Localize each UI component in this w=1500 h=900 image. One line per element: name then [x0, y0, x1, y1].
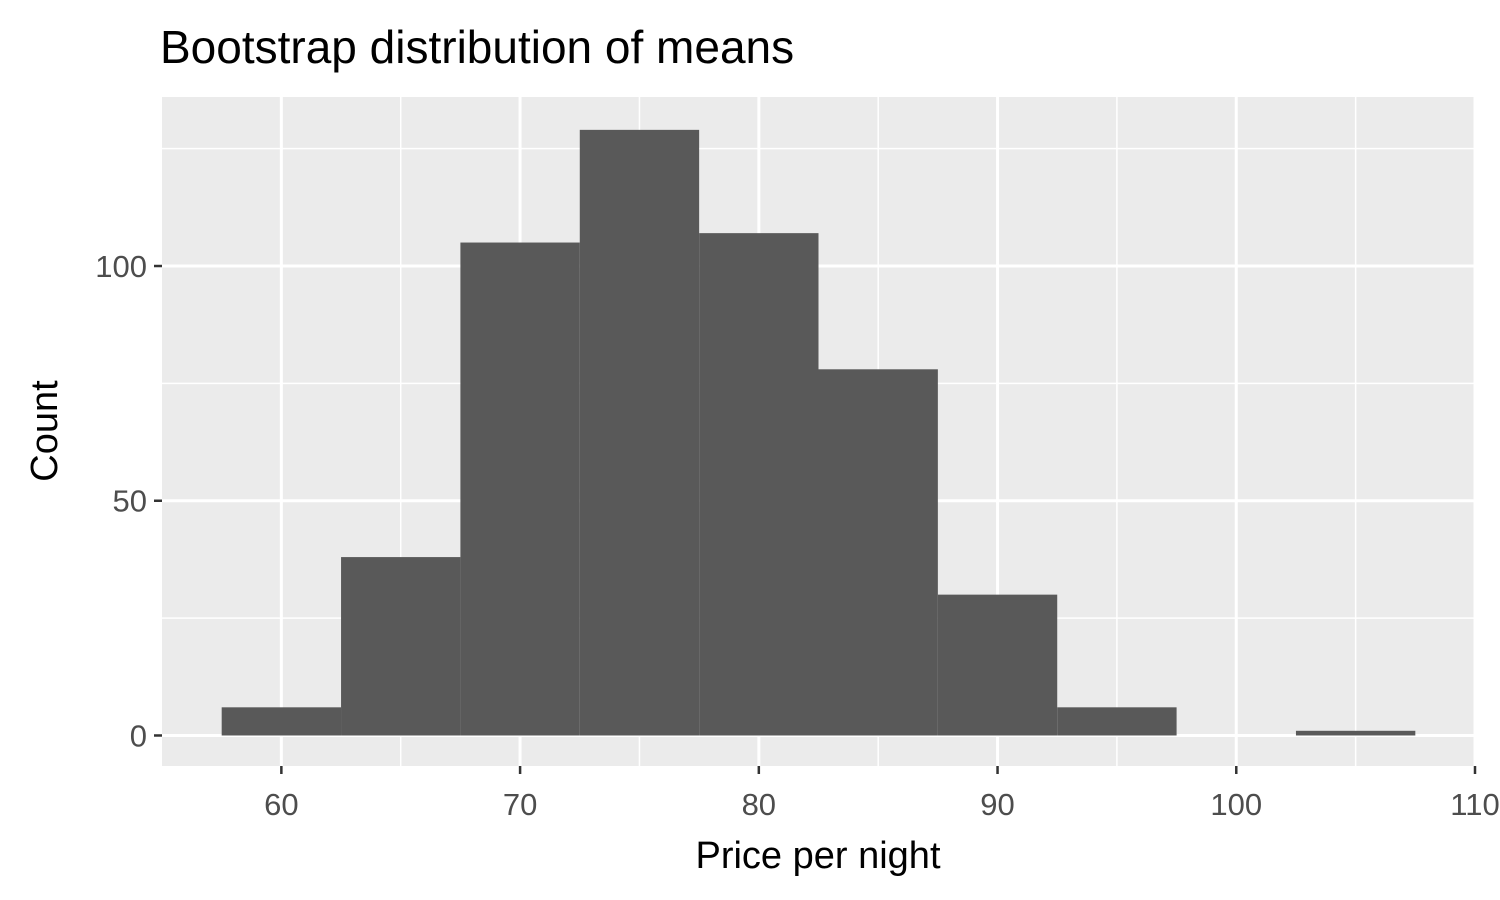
histogram-bar: [579, 129, 700, 736]
histogram-bar: [460, 242, 580, 736]
histogram-bars: [221, 129, 1416, 736]
histogram-bar: [221, 707, 342, 736]
x-tick-label: 70: [503, 787, 537, 822]
x-axis-title: Price per night: [695, 835, 940, 877]
histogram-bar: [699, 233, 819, 736]
x-tick-label: 60: [264, 787, 298, 822]
x-tick-label: 100: [1210, 787, 1262, 822]
histogram-bar: [1057, 707, 1177, 736]
x-tick-label: 90: [980, 787, 1014, 822]
x-tick-label: 110: [1450, 787, 1499, 822]
axes: 60 70 80 90 100 110 0 50 100: [95, 249, 1499, 822]
y-tick-label: 100: [95, 249, 147, 284]
histogram-bar: [341, 557, 461, 736]
histogram-bar: [818, 369, 938, 736]
x-tick-label: 80: [742, 787, 776, 822]
chart-title: Bootstrap distribution of means: [160, 21, 794, 73]
y-tick-label: 50: [113, 484, 147, 519]
y-axis-title: Count: [24, 380, 66, 482]
histogram-bar: [1295, 730, 1416, 736]
histogram-bar: [937, 594, 1058, 736]
y-tick-label: 0: [130, 718, 147, 753]
